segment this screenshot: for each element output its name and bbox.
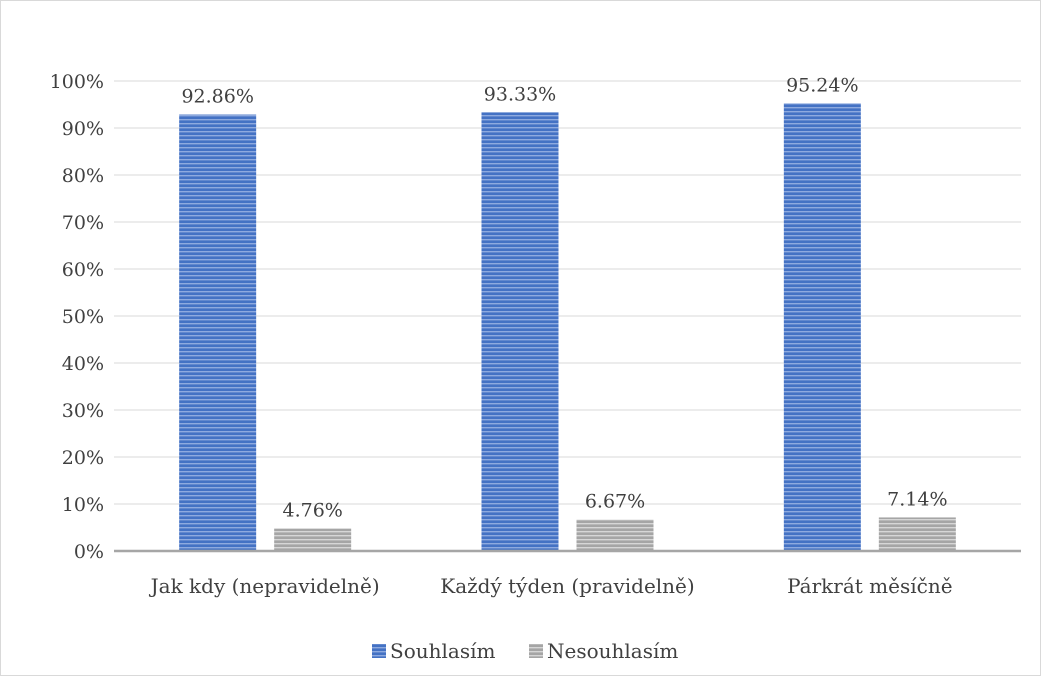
y-tick-label: 80% (62, 165, 104, 187)
bar-nesouhlasim-1 (576, 519, 654, 551)
data-label: 7.14% (887, 488, 947, 510)
y-tick-label: 20% (62, 447, 104, 469)
legend-label: Souhlasím (390, 639, 495, 663)
data-label: 95.24% (786, 74, 858, 96)
bar-nesouhlasim-2 (878, 517, 956, 551)
y-tick-label: 0% (74, 541, 104, 563)
legend-swatch-nesouhlasim (529, 644, 543, 658)
data-label: 6.67% (585, 491, 645, 513)
x-category-label: Párkrát měsíčně (787, 574, 952, 598)
data-label: 92.86% (181, 86, 253, 108)
data-label: 93.33% (484, 83, 556, 105)
gridlines (114, 80, 1021, 505)
y-tick-label: 40% (62, 353, 104, 375)
bar-souhlasim-2 (783, 103, 861, 551)
y-tick-label: 90% (62, 118, 104, 140)
y-tick-label: 50% (62, 306, 104, 328)
y-tick-label: 30% (62, 400, 104, 422)
y-tick-label: 100% (50, 71, 104, 93)
x-category-label: Jak kdy (nepravidelně) (149, 574, 380, 598)
y-tick-label: 10% (62, 494, 104, 516)
legend: Souhlasím Nesouhlasím (372, 639, 678, 663)
x-category-label: Každý týden (pravidelně) (440, 574, 694, 598)
data-labels: 92.86% 4.76% 93.33% 6.67% 95.24% 7.14% (181, 74, 947, 521)
y-tick-label: 70% (62, 212, 104, 234)
bar-souhlasim-0 (179, 114, 257, 552)
bar-souhlasim-1 (481, 112, 559, 551)
legend-label: Nesouhlasím (547, 639, 678, 663)
data-label: 4.76% (282, 500, 342, 522)
bars (179, 103, 956, 552)
bar-nesouhlasim-0 (274, 528, 352, 551)
x-axis: Jak kdy (nepravidelně) Každý týden (pravi… (114, 549, 1021, 598)
y-tick-label: 60% (62, 259, 104, 281)
y-axis: 0% 10% 20% 30% 40% 50% 60% 70% 80% 90% 100% (50, 71, 104, 563)
legend-swatch-souhlasim (372, 644, 386, 658)
